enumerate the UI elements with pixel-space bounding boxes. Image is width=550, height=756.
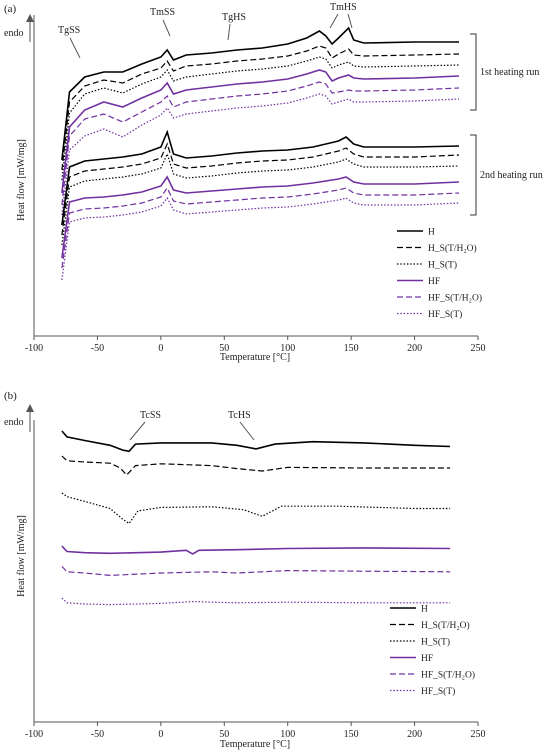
annotation-tcss-arrow <box>129 421 146 441</box>
series-line-hf-s-t-h-o- <box>61 186 460 269</box>
x-tick-label: -50 <box>91 343 104 354</box>
x-tick-label: 50 <box>219 343 229 354</box>
series-line-h <box>61 430 451 453</box>
annotation-tmss: TmSS <box>150 7 175 18</box>
panel-b-endo-label: endo <box>4 417 23 428</box>
series-line-h-s-t- <box>61 152 460 246</box>
legend-label: HF <box>421 654 433 664</box>
series-line-hf-s-t-h-o- <box>61 565 451 577</box>
annotation-tcss: TcSS <box>140 410 161 421</box>
panel-a-xlabel: Temperature [°C] <box>220 352 290 363</box>
legend-label: H <box>421 605 428 615</box>
series-line-h-s-t- <box>61 56 460 181</box>
legend-label: H_S(T) <box>428 260 457 271</box>
series-line-hf-s-t- <box>61 597 451 606</box>
x-tick-label: 0 <box>158 729 163 740</box>
panel-b-xlabel: Temperature [°C] <box>220 739 290 750</box>
x-tick-label: 100 <box>280 729 295 740</box>
x-tick-label: -50 <box>91 729 104 740</box>
series-line-h <box>61 26 459 161</box>
series-line-hf <box>61 545 451 555</box>
series-line-hf-s-t- <box>61 196 460 281</box>
annotation-tghs: TgHS <box>222 12 246 23</box>
annotation-tchs: TcHS <box>228 410 251 421</box>
x-tick-label: 150 <box>344 729 359 740</box>
annotation-tmhs-arrow-1 <box>329 13 339 29</box>
legend-label: H <box>428 228 435 238</box>
bracket-first-run <box>470 33 477 111</box>
legend-label: HF_S(T/H₂O) <box>428 293 482 304</box>
x-tick-label: 250 <box>471 343 486 354</box>
panel-a-ylabel: Heat flow [mW/mg] <box>16 139 27 221</box>
legend-label: HF_S(T) <box>421 686 455 697</box>
series-line-hf <box>61 69 460 194</box>
legend-label: HF <box>428 277 440 287</box>
annotation-tchs-arrow <box>239 421 255 441</box>
panel-a-endo-label: endo <box>4 28 23 39</box>
x-tick-label: 200 <box>407 729 422 740</box>
series-line-h-s-t-h-o- <box>61 142 460 236</box>
x-tick-label: -100 <box>25 729 43 740</box>
series-line-hf <box>61 175 460 259</box>
legend-label: H_S(T/H₂O) <box>428 243 477 254</box>
annotation-tgss-arrow <box>69 37 81 59</box>
legend-label: H_S(T/H₂O) <box>421 620 470 631</box>
annotation-tmhs: TmHS <box>330 2 357 13</box>
panel-b-endo-arrowhead <box>26 404 34 412</box>
x-tick-label: 0 <box>158 343 163 354</box>
bracket-second-run <box>470 134 477 216</box>
panel-a-label: (a) <box>4 3 17 15</box>
bracket-first-run-label: 1st heating run <box>480 67 539 78</box>
x-tick-label: 50 <box>219 729 229 740</box>
series-line-h-s-t-h-o- <box>61 455 451 476</box>
x-tick-label: 250 <box>471 729 486 740</box>
series-line-h-s-t-h-o- <box>61 45 460 171</box>
annotation-tgss: TgSS <box>58 25 80 36</box>
annotation-tmhs-arrow-2 <box>347 13 353 29</box>
panel-a-endo-arrowhead <box>26 14 34 22</box>
series-line-h <box>61 129 460 226</box>
annotation-tghs-arrow <box>227 23 231 41</box>
legend-label: HF_S(T) <box>428 309 462 320</box>
series-line-hf-s-t-h-o- <box>61 81 460 206</box>
panel-b-label: (b) <box>4 390 17 402</box>
series-line-h-s-t- <box>61 492 451 525</box>
x-tick-label: 100 <box>280 343 295 354</box>
legend-label: H_S(T) <box>421 637 450 648</box>
panel-b-ylabel: Heat flow [mW/mg] <box>16 515 27 597</box>
series-line-hf-s-t- <box>61 93 460 216</box>
x-tick-label: 200 <box>407 343 422 354</box>
x-tick-label: -100 <box>25 343 43 354</box>
plot-layer: -100 -50 0 50 100 150 200 250 H H_S(T/H₂O) H_S(T) H… <box>25 15 486 740</box>
annotation-tmss-arrow <box>162 19 171 37</box>
x-tick-label: 150 <box>344 343 359 354</box>
legend-label: HF_S(T/H₂O) <box>421 670 475 681</box>
bracket-second-run-label: 2nd heating run <box>480 170 543 181</box>
